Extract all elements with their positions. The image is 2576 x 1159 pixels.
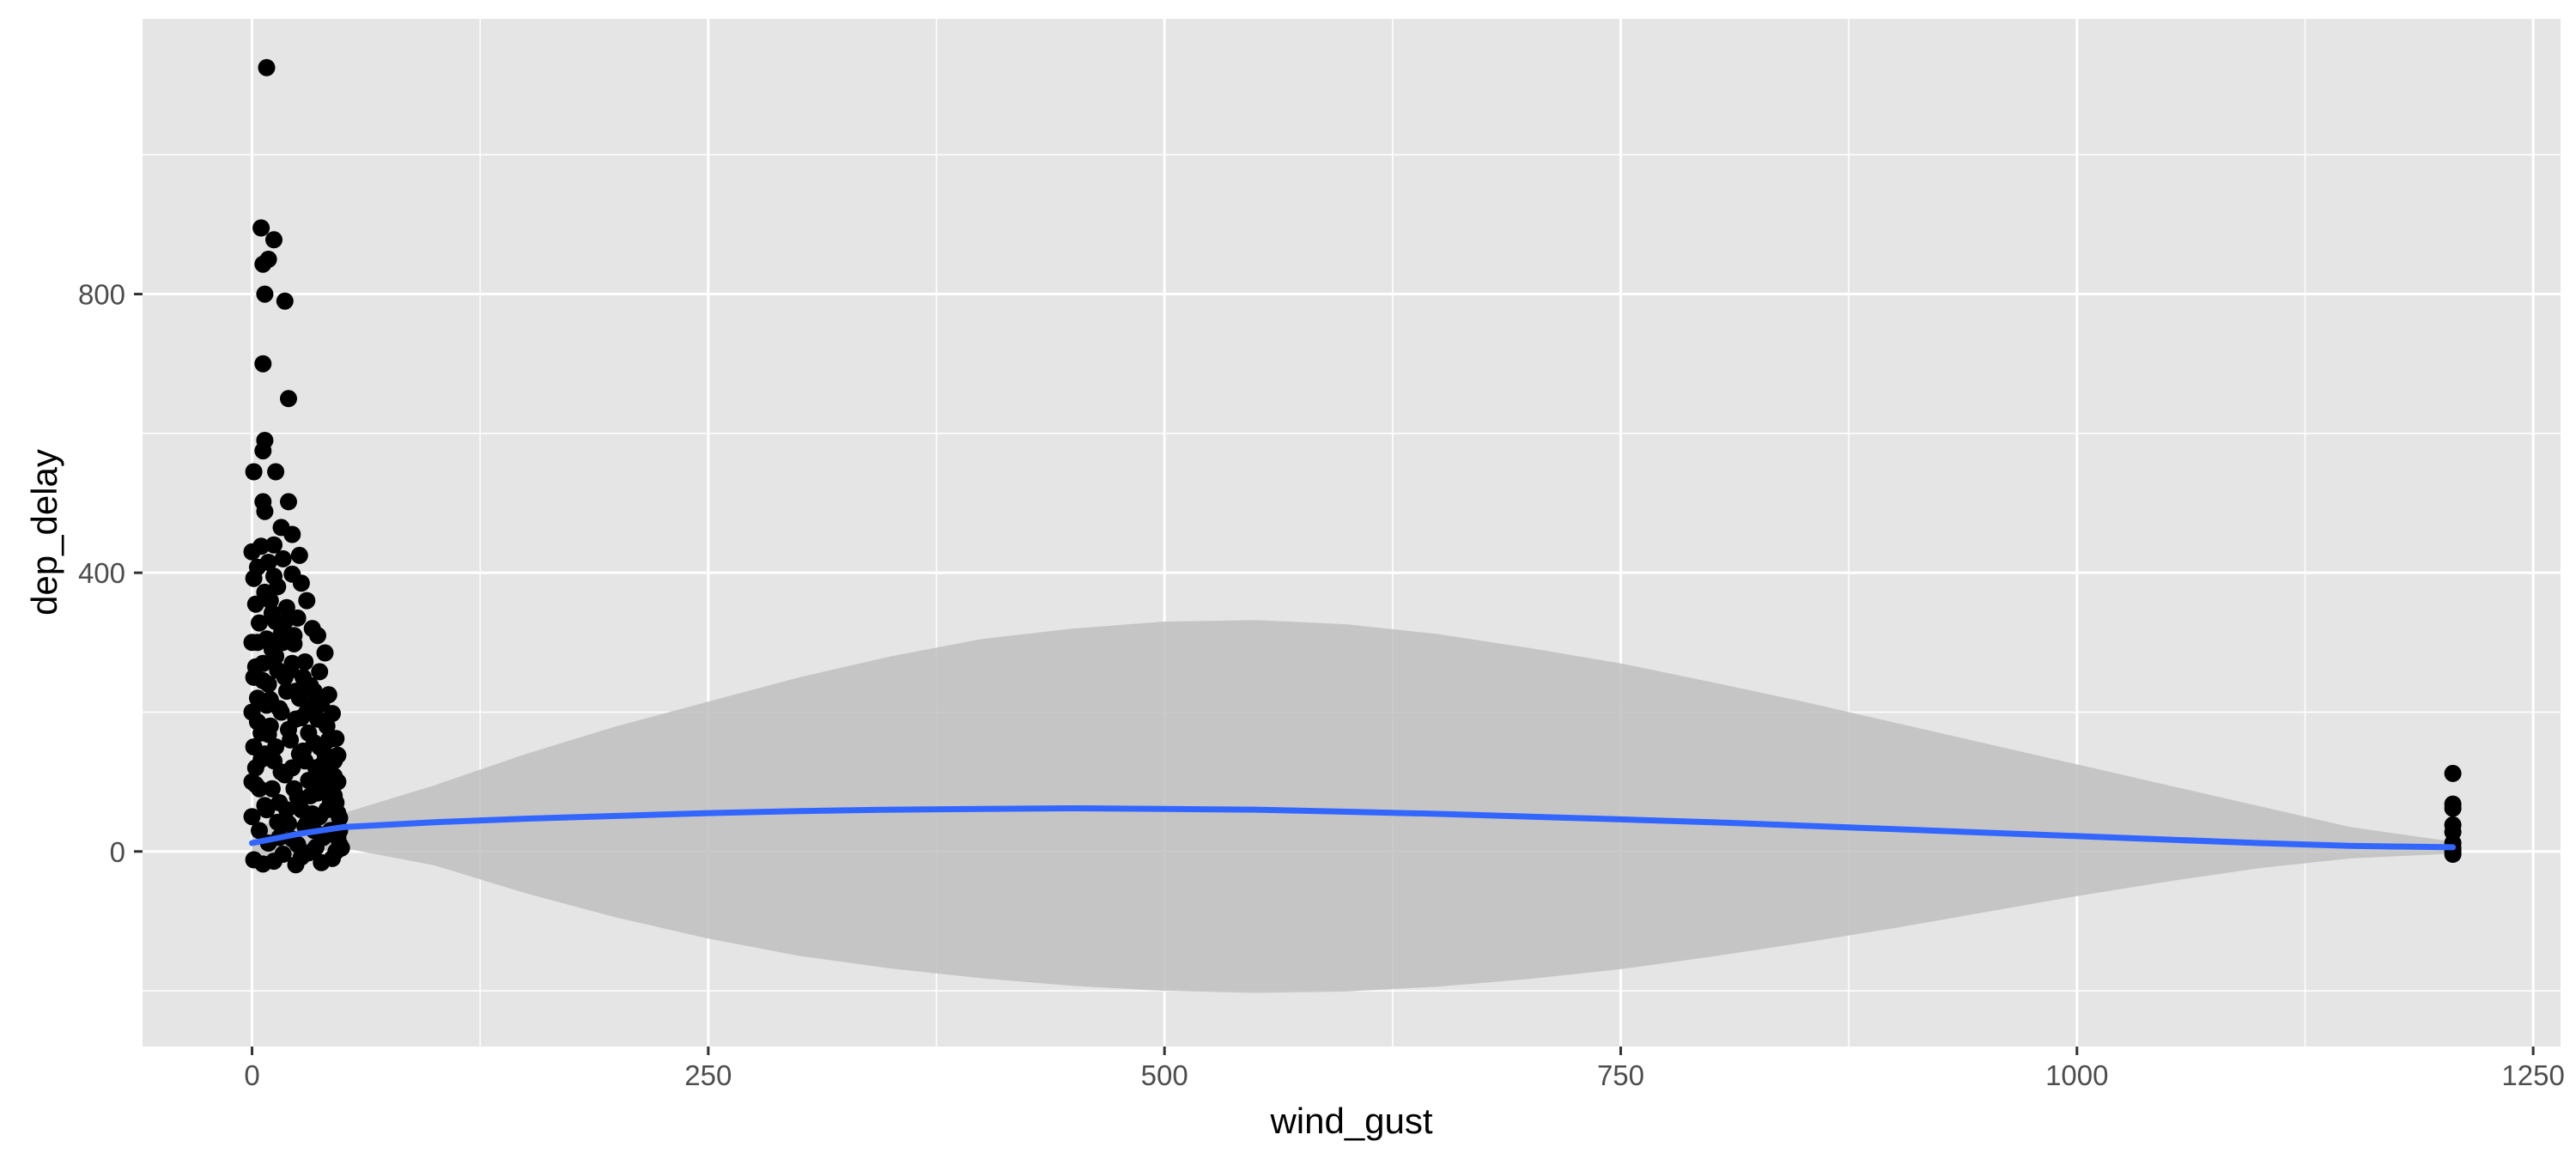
data-point (243, 634, 261, 652)
data-point (316, 644, 334, 662)
data-point (2444, 764, 2462, 782)
data-point (245, 668, 263, 686)
x-tick-label: 1000 (2045, 1059, 2108, 1091)
x-tick-label: 250 (684, 1059, 732, 1091)
y-tick-label: 800 (78, 279, 125, 311)
data-point (258, 801, 276, 819)
data-point (2444, 799, 2462, 817)
data-point (301, 786, 319, 804)
data-point (280, 493, 297, 511)
x-tick-label: 750 (1597, 1059, 1644, 1091)
data-point (290, 689, 308, 707)
y-axis-title: dep_delay (24, 449, 64, 616)
data-point (251, 614, 268, 632)
data-point (319, 731, 337, 749)
smooth-line (249, 805, 2457, 851)
y-tick-labels: 0 400 800 (78, 279, 125, 868)
data-point (256, 502, 274, 520)
data-point (254, 255, 272, 273)
data-point (287, 710, 305, 728)
data-point (280, 390, 297, 408)
scatter-points (243, 58, 2462, 874)
data-point (276, 292, 294, 310)
data-point (269, 661, 287, 679)
data-point (267, 613, 285, 630)
data-point (243, 543, 261, 561)
data-point (272, 703, 290, 721)
data-point (267, 463, 285, 481)
data-point (270, 794, 289, 811)
data-point (245, 463, 263, 481)
data-point (246, 759, 264, 777)
data-point (289, 835, 307, 853)
data-point (287, 856, 305, 874)
data-point (252, 219, 270, 237)
data-point (251, 822, 268, 840)
data-point (280, 815, 297, 833)
data-point (307, 759, 325, 777)
data-point (296, 653, 314, 671)
data-point (265, 567, 283, 586)
data-point (295, 668, 312, 686)
data-point (254, 855, 272, 873)
data-point (276, 766, 294, 784)
data-point (261, 717, 279, 735)
data-point (300, 724, 318, 742)
data-point (305, 683, 323, 701)
data-point (309, 710, 326, 728)
data-point (261, 592, 279, 610)
data-point (290, 546, 308, 564)
data-point (311, 663, 329, 681)
data-point (243, 808, 261, 826)
x-tick-label: 0 (244, 1059, 259, 1091)
x-tick-label: 500 (1141, 1059, 1188, 1091)
data-point (300, 772, 318, 789)
smooth-line-layer (249, 805, 2457, 851)
data-point (256, 285, 274, 303)
data-point (277, 598, 295, 616)
data-point (246, 595, 264, 613)
axis-ticks (134, 293, 2535, 1055)
data-point (329, 773, 347, 791)
data-point (285, 780, 303, 798)
data-point (274, 549, 292, 567)
data-point (251, 780, 268, 798)
data-point (325, 752, 343, 770)
confidence-band-layer (252, 620, 2453, 993)
data-point (277, 683, 295, 701)
data-point (254, 654, 272, 672)
data-point (248, 689, 266, 707)
data-point (292, 801, 310, 819)
data-point (282, 731, 300, 749)
x-tick-label: 1250 (2501, 1059, 2564, 1091)
data-point (331, 835, 349, 853)
data-point (254, 442, 272, 460)
data-point (245, 569, 263, 587)
x-tick-labels: 0 250 500 750 1000 1250 (244, 1059, 2564, 1091)
data-point (283, 654, 301, 672)
y-tick-label: 0 (110, 836, 125, 868)
data-point (258, 58, 276, 76)
data-point (327, 794, 345, 811)
data-point (265, 536, 283, 554)
data-point (259, 676, 277, 693)
data-point (309, 627, 326, 645)
data-point (298, 592, 316, 610)
y-tick-label: 400 (78, 557, 125, 589)
data-point (265, 231, 283, 249)
data-point (243, 703, 261, 721)
data-point (254, 355, 272, 373)
x-axis-title: wind_gust (1269, 1101, 1432, 1141)
data-point (265, 752, 283, 770)
data-point (274, 634, 292, 652)
data-point (283, 525, 301, 543)
data-point (303, 696, 321, 714)
confidence-band (252, 620, 2453, 993)
data-point (292, 574, 310, 592)
data-point (263, 780, 281, 798)
